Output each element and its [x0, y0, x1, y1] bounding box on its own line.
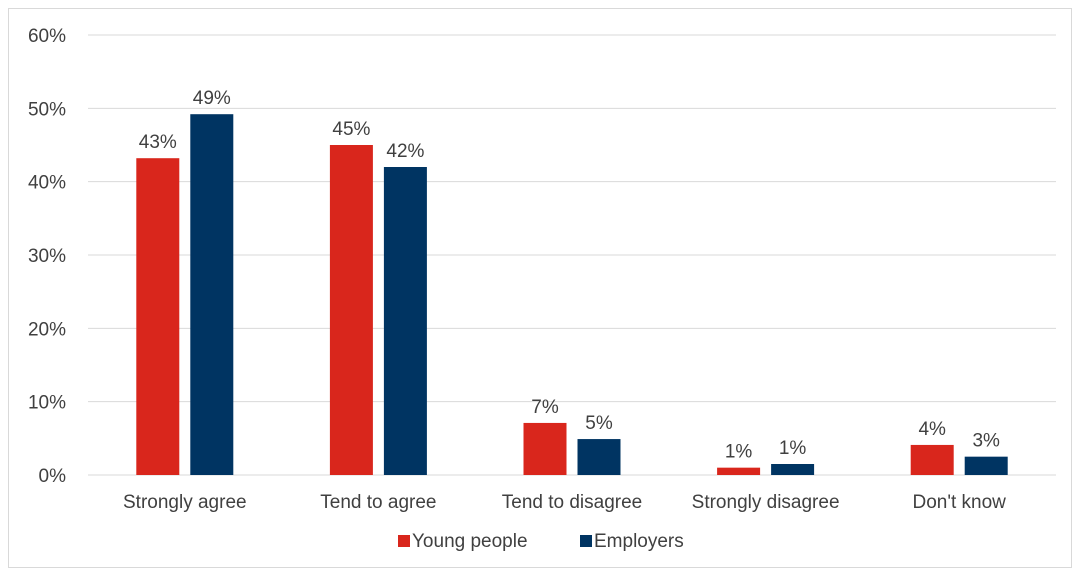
y-tick-label: 50%	[28, 99, 66, 120]
y-tick-label: 10%	[28, 393, 66, 414]
legend-label: Employers	[594, 531, 684, 552]
legend-label: Young people	[412, 531, 528, 552]
legend: Young people Employers	[398, 531, 684, 552]
data-label: 3%	[972, 431, 1000, 452]
data-label: 4%	[918, 419, 946, 440]
bars	[136, 114, 1008, 475]
y-tick-label: 60%	[28, 26, 66, 47]
bar-young-people	[523, 422, 567, 475]
data-label: 7%	[531, 397, 559, 418]
x-axis-category-labels: Strongly agree Tend to agree Tend to disag…	[123, 492, 1006, 513]
y-tick-label: 20%	[28, 319, 66, 340]
gridlines	[88, 34, 1056, 476]
data-label: 49%	[193, 88, 231, 109]
y-tick-label: 30%	[28, 246, 66, 267]
legend-swatch-young-people	[398, 535, 410, 547]
x-category-label: Don't know	[912, 492, 1006, 513]
data-labels: 43% 49% 45% 42% 7% 5% 1% 1% 4% 3%	[139, 88, 1000, 462]
x-category-label: Strongly disagree	[692, 492, 840, 513]
bar-young-people	[717, 467, 761, 475]
data-label: 45%	[332, 119, 370, 140]
y-tick-label: 0%	[39, 466, 67, 487]
bar-employers	[577, 439, 621, 475]
y-axis-tick-labels: 0% 10% 20% 30% 40% 50% 60%	[28, 26, 66, 487]
x-category-label: Tend to agree	[320, 492, 436, 513]
legend-swatch-employers	[580, 535, 592, 547]
bar-employers	[383, 167, 427, 475]
bar-employers	[964, 456, 1008, 475]
data-label: 1%	[725, 442, 753, 463]
bar-employers	[190, 114, 234, 475]
bar-employers	[771, 464, 815, 475]
y-tick-label: 40%	[28, 173, 66, 194]
bar-young-people	[910, 444, 954, 475]
data-label: 42%	[386, 141, 424, 162]
data-label: 5%	[585, 413, 613, 434]
data-label: 43%	[139, 132, 177, 153]
data-label: 1%	[779, 438, 807, 459]
bar-young-people	[136, 158, 180, 475]
x-category-label: Tend to disagree	[502, 492, 643, 513]
x-category-label: Strongly agree	[123, 492, 247, 513]
bar-young-people	[329, 145, 373, 475]
